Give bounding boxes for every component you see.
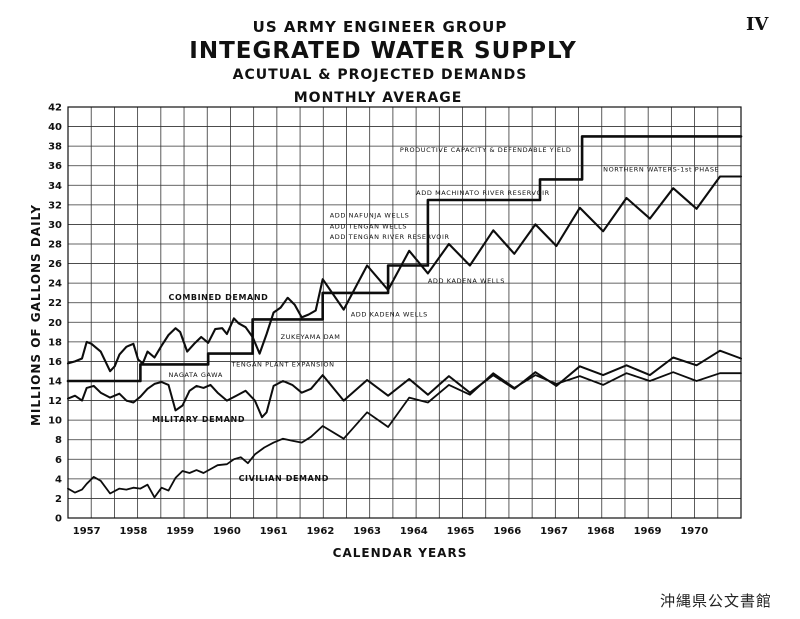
annotation-label: ADD NAFUNJA WELLS (330, 212, 410, 220)
x-tick-label: 1970 (680, 526, 708, 537)
y-tick-label: 28 (48, 240, 62, 251)
y-tick-label: 32 (48, 200, 62, 211)
y-tick-label: 6 (55, 455, 62, 466)
x-tick-label: 1965 (447, 526, 475, 537)
y-tick-label: 10 (48, 416, 62, 427)
grid-lines (67, 106, 742, 519)
x-tick-label: 1964 (400, 526, 428, 537)
series-line-military-demand (67, 349, 742, 419)
y-tick-label: 38 (48, 142, 62, 153)
annotation-label: ADD MACHINATO RIVER RESERVOIR (416, 189, 550, 197)
x-tick-label: 1968 (587, 526, 615, 537)
annotation-label: ADD KADENA WELLS (351, 310, 428, 318)
y-tick-label: 4 (55, 474, 62, 485)
y-tick-label: 30 (48, 220, 62, 231)
y-tick-label: 22 (48, 298, 62, 309)
y-tick-label: 40 (48, 122, 62, 133)
y-tick-label: 14 (48, 377, 62, 388)
title-line-1: US ARMY ENGINEER GROUP (253, 18, 508, 36)
x-tick-labels: 1957 1958 1959 1960 1961 1962 1963 1964 1965 1966… (73, 526, 708, 537)
x-tick-label: 1957 (73, 526, 101, 537)
series-line-productive-capacity-dependable-yield (66, 135, 743, 383)
series-line-civilian-demand (67, 371, 742, 499)
annotation-label: CIVILIAN DEMAND (239, 474, 329, 483)
x-tick-label: 1960 (213, 526, 241, 537)
annotation-label: COMBINED DEMAND (168, 293, 268, 302)
x-tick-label: 1967 (540, 526, 568, 537)
x-axis-label: CALENDAR YEARS (333, 546, 468, 560)
annotation-label: ADD TENGAN WELLS (330, 222, 407, 230)
annotation-label: NORTHERN WATERS-1st PHASE (603, 166, 719, 174)
y-axis-label: MILLIONS OF GALLONS DAILY (29, 204, 43, 426)
x-tick-label: 1958 (120, 526, 148, 537)
annotations: PRODUCTIVE CAPACITY & DEFENDABLE YIELD NO… (152, 146, 719, 483)
y-tick-label: 34 (48, 181, 62, 192)
annotation-label: MILITARY DEMAND (152, 415, 245, 424)
annotation-label: ADD KADENA WELLS (428, 277, 505, 285)
y-tick-label: 12 (48, 396, 62, 407)
x-tick-label: 1961 (260, 526, 288, 537)
series-line-combined-demand (66, 175, 743, 373)
title-line-2: INTEGRATED WATER SUPPLY (189, 38, 576, 64)
y-tick-label: 42 (48, 103, 62, 114)
y-tick-label: 16 (48, 357, 62, 368)
series-lines (66, 135, 743, 499)
y-tick-label: 26 (48, 259, 62, 270)
y-tick-label: 8 (55, 435, 62, 446)
x-tick-label: 1959 (166, 526, 194, 537)
title-line-4: MONTHLY AVERAGE (294, 90, 463, 106)
annotation-label: ZUKEYAMA DAM (281, 333, 341, 341)
corner-label: IV (746, 14, 769, 35)
archive-watermark: 沖縄県公文書館 (659, 592, 772, 610)
x-tick-label: 1963 (353, 526, 381, 537)
annotation-label: TENGAN PLANT EXPANSION (231, 360, 335, 368)
y-tick-label: 20 (48, 318, 62, 329)
y-tick-label: 0 (55, 514, 62, 525)
x-tick-label: 1969 (634, 526, 662, 537)
annotation-label: NAGATA GAWA (168, 371, 222, 379)
y-tick-label: 24 (48, 279, 62, 290)
annotation-label: ADD TENGAN RIVER RESERVOIR (330, 233, 450, 241)
y-tick-label: 36 (48, 161, 62, 172)
plot-frame (67, 106, 742, 519)
x-tick-label: 1962 (306, 526, 334, 537)
title-line-3: ACUTUAL & PROJECTED DEMANDS (233, 67, 528, 83)
annotation-label: PRODUCTIVE CAPACITY & DEFENDABLE YIELD (400, 146, 572, 154)
y-tick-label: 18 (48, 337, 62, 348)
y-tick-label: 2 (55, 494, 62, 505)
x-tick-label: 1966 (493, 526, 521, 537)
